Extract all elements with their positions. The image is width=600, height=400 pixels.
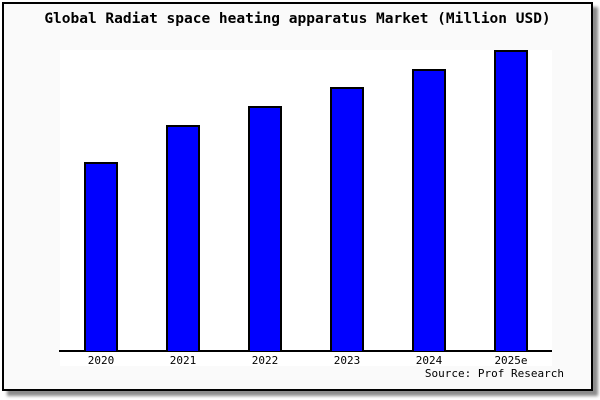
chart-title: Global Radiat space heating apparatus Ma…: [44, 11, 551, 27]
bar-2020: [84, 162, 118, 351]
x-tick-label-2023: 2023: [333, 354, 361, 367]
bar-2022: [248, 106, 282, 351]
chart-frame: Global Radiat space heating apparatus Ma…: [2, 2, 593, 391]
bar-2023: [330, 87, 364, 351]
source-note: Source: Prof Research: [424, 367, 564, 380]
x-tick-label-2025e: 2025e: [494, 354, 528, 367]
x-tick-label-2024: 2024: [415, 354, 443, 367]
x-tick-label-2020: 2020: [87, 354, 115, 367]
x-axis-line: [59, 350, 552, 352]
x-tick-label-2022: 2022: [251, 354, 279, 367]
bar-2024: [412, 69, 446, 351]
plot-area: 2020 2021 2022 2023 2024 2025e: [59, 50, 552, 368]
x-tick-label-2021: 2021: [169, 354, 197, 367]
x-axis-labels: 2020 2021 2022 2023 2024 2025e: [60, 354, 552, 368]
bar-2025e: [494, 50, 528, 351]
bars-container: [60, 50, 552, 351]
bar-2021: [166, 125, 200, 351]
